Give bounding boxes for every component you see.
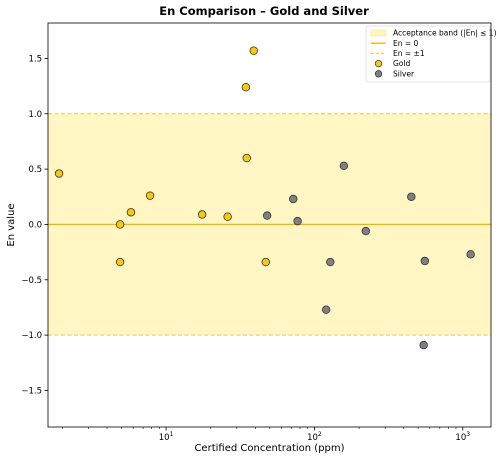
y-tick-label-6: 1.5 — [28, 54, 42, 64]
legend-label-silver: Silver — [393, 69, 415, 78]
gold-point-1 — [115, 220, 125, 229]
legend-label-gold: Gold — [393, 59, 410, 68]
plot-area — [48, 113, 491, 336]
silver-point-5 — [339, 161, 349, 170]
y-tick-label-4: 0.5 — [28, 165, 42, 175]
y-axis: −1.5 −1.0 −0.5 0.0 0.5 1.0 1.5 — [21, 54, 48, 396]
legend-swatch-band — [370, 29, 387, 37]
legend: Acceptance band (|En| ≤ 1) En = 0 En = ±… — [365, 25, 497, 83]
silver-point-3 — [321, 305, 331, 314]
gold-point-0 — [54, 169, 64, 178]
y-axis-label: En value — [6, 203, 17, 246]
chart-title: En Comparison – Gold and Silver — [159, 4, 369, 18]
y-tick-label-0: −1.5 — [21, 386, 42, 396]
data-points — [54, 46, 475, 350]
gold-point-9 — [249, 46, 258, 55]
x-tick-label-0: 101 — [159, 431, 174, 443]
gold-point-8 — [242, 153, 251, 163]
x-axis: 101 102 103 — [62, 427, 470, 443]
x-tick-label-2: 103 — [455, 431, 470, 443]
gold-point-4 — [145, 191, 155, 200]
silver-point-9 — [420, 256, 430, 266]
gold-point-6 — [223, 212, 232, 221]
legend-marker-silver — [374, 70, 383, 78]
silver-point-1 — [289, 194, 298, 204]
gold-point-10 — [261, 257, 270, 267]
y-tick-label-5: 1.0 — [28, 110, 42, 120]
silver-point-10 — [466, 250, 475, 259]
silver-point-0 — [262, 211, 272, 220]
legend-box — [365, 25, 491, 83]
y-tick-label-1: −1.0 — [21, 331, 42, 341]
legend-marker-gold — [374, 59, 383, 68]
silver-point-4 — [326, 257, 335, 267]
x-tick-label-1: 102 — [307, 431, 322, 443]
silver-point-6 — [361, 226, 370, 236]
x-axis-label: Certified Concentration (ppm) — [194, 443, 344, 454]
gold-point-3 — [126, 208, 136, 217]
legend-label-pm-one-line: En = ±1 — [393, 49, 425, 58]
y-tick-label-3: 0.0 — [28, 220, 42, 230]
legend-label-band: Acceptance band (|En| ≤ 1) — [393, 29, 497, 38]
gold-point-7 — [241, 82, 251, 92]
gold-point-2 — [115, 257, 125, 267]
y-tick-label-2: −0.5 — [21, 276, 42, 286]
silver-point-2 — [293, 216, 302, 226]
gold-point-5 — [197, 210, 207, 219]
silver-point-7 — [407, 192, 416, 201]
legend-label-zero-line: En = 0 — [393, 39, 419, 48]
silver-point-8 — [419, 340, 428, 350]
